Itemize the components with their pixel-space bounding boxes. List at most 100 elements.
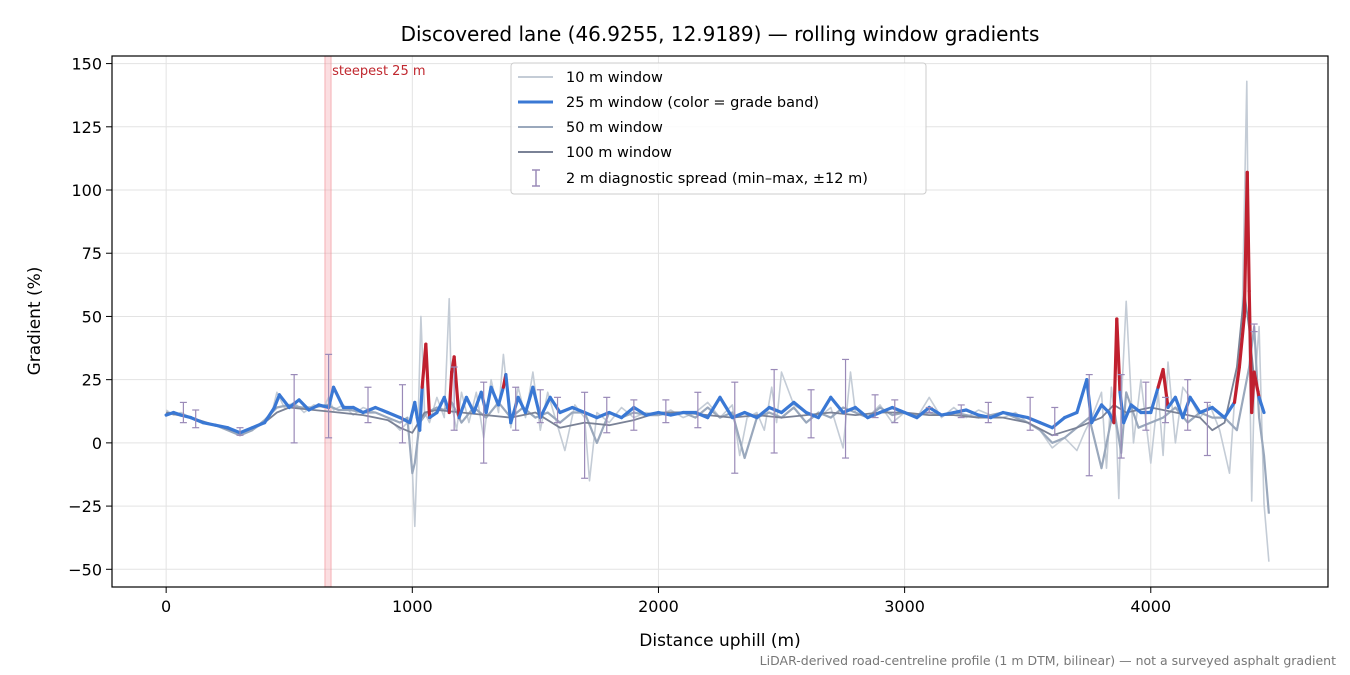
errorbar-13 <box>603 396 611 434</box>
errorbar-1 <box>192 409 200 429</box>
series-25m-segment-112 <box>1210 405 1227 420</box>
series-25m-segment-15 <box>317 403 331 410</box>
series-25m-segment-29 <box>424 342 432 420</box>
series-25m-segment-44 <box>504 373 513 425</box>
legend-label-25m: 25 m window (color = grade band) <box>566 95 819 111</box>
series-25m-segment-100 <box>1118 390 1126 425</box>
diagnostic-spread-errorbars <box>179 323 1258 479</box>
series-25m-segment-64 <box>718 395 734 420</box>
errorbar-9 <box>512 386 520 431</box>
y-tick-label-1: −25 <box>68 497 102 516</box>
series-25m-segment-23 <box>398 415 412 425</box>
series-25m-segment-71 <box>804 410 821 420</box>
errorbar-14 <box>630 399 638 431</box>
series-25m-segment-108 <box>1173 395 1185 420</box>
errorbar-23 <box>925 406 933 414</box>
steepest-band <box>324 55 332 588</box>
series-25m-segment-19 <box>351 405 365 415</box>
series-25m-segment-110 <box>1188 395 1202 415</box>
series-25m-segment-52 <box>570 405 587 415</box>
legend: 10 m window 25 m window (color = grade b… <box>510 62 927 195</box>
series-25m-segment-33 <box>447 370 454 415</box>
legend-label-50m: 50 m window <box>566 120 663 136</box>
steepest-segment-annotation: steepest 25 m <box>324 55 426 588</box>
errorbar-8 <box>480 381 488 464</box>
series-25m-segment-87 <box>1001 410 1017 417</box>
series-25m-segment-50 <box>548 395 562 415</box>
errorbar-33 <box>1203 401 1211 457</box>
chart-title: Discovered lane (46.9255, 12.9189) — rol… <box>401 22 1040 46</box>
x-tick-label-1: 1000 <box>392 597 433 616</box>
y-axis-ticks: −50 −25 0 25 50 75 100 125 150 <box>68 55 112 579</box>
series-25m-segment-119 <box>1250 370 1256 415</box>
series-25m-segment-99 <box>1115 317 1122 394</box>
errorbar-27 <box>1051 406 1059 436</box>
series-25m-segment-72 <box>816 395 833 420</box>
steepest-label: steepest 25 m <box>332 64 425 79</box>
y-tick-label-7: 125 <box>71 118 102 137</box>
series-25m-segment-57 <box>632 405 648 417</box>
series-25m-segment-49 <box>538 395 552 420</box>
errorbar-0 <box>179 401 187 424</box>
series-25m-segment-82 <box>939 410 956 417</box>
series-25m-segment-84 <box>964 408 981 417</box>
errorbar-5 <box>364 386 372 424</box>
series-25m-segment-36 <box>457 395 469 420</box>
series-25m-segment-114 <box>1232 365 1241 405</box>
legend-box <box>510 62 927 195</box>
series-25m-segment-55 <box>607 410 624 420</box>
errorbar-21 <box>871 394 879 419</box>
series-25m-segment-14 <box>307 403 321 412</box>
series-25m-segment-81 <box>927 405 944 417</box>
series-25m-segment-40 <box>484 385 493 415</box>
series-25m-segment-37 <box>464 395 476 415</box>
series-25m-segment-9 <box>263 405 277 425</box>
series-25m-segment-22 <box>386 410 402 420</box>
errorbar-30 <box>1142 381 1150 431</box>
series-25m-segment-59 <box>656 410 673 417</box>
x-tick-label-4: 4000 <box>1130 597 1171 616</box>
series-25m-segment-41 <box>489 385 501 407</box>
series-25m-segment-80 <box>915 405 931 420</box>
errorbar-10 <box>536 389 544 424</box>
series-25m-segment-63 <box>706 395 722 420</box>
series-25m-segment-83 <box>952 408 968 415</box>
errorbar-7 <box>450 366 458 431</box>
series-25m-segment-13 <box>297 398 311 412</box>
series-25m-segment-7 <box>238 426 254 435</box>
series-25m-segment-75 <box>853 405 870 420</box>
series-25m-segment-5 <box>213 423 230 430</box>
errorbar-22 <box>891 399 899 424</box>
y-tick-label-4: 50 <box>82 307 102 326</box>
x-tick-label-0: 0 <box>161 597 171 616</box>
series-25m-segment-93 <box>1075 378 1089 415</box>
errorbar-28 <box>1085 374 1093 477</box>
y-tick-label-2: 0 <box>92 434 102 453</box>
series-25m-segment-111 <box>1198 405 1214 415</box>
series-25m-segment-27 <box>418 385 424 432</box>
series-25m-segment-56 <box>619 405 636 420</box>
y-tick-label-3: 25 <box>82 371 102 390</box>
errorbar-6 <box>398 384 406 444</box>
legend-label-errorbar: 2 m diagnostic spread (min–max, ±12 m) <box>566 171 868 187</box>
errorbar-34 <box>1250 323 1258 333</box>
series-25m-segment-67 <box>755 405 771 420</box>
series-25m-segment-104 <box>1149 385 1160 415</box>
series-25m-segment-45 <box>509 395 520 425</box>
series-25m-segment-42 <box>496 385 505 407</box>
series-25m-segment-51 <box>558 405 574 415</box>
errorbar-15 <box>662 399 670 424</box>
errorbar-16 <box>694 391 702 429</box>
legend-label-10m: 10 m window <box>566 70 663 86</box>
series-25m-segment-10 <box>272 393 281 410</box>
errorbar-19 <box>807 389 815 439</box>
series-25m-segment-106 <box>1161 367 1170 410</box>
series-25m-segment-58 <box>644 410 661 417</box>
series-25m-segment-20 <box>361 405 377 415</box>
errorbar-32 <box>1184 379 1192 431</box>
series-25m-segment-96 <box>1099 403 1111 415</box>
y-axis-title: Gradient (%) <box>25 267 45 376</box>
series-25m-segment-21 <box>373 405 390 415</box>
series-25m-segment-3 <box>189 415 205 425</box>
